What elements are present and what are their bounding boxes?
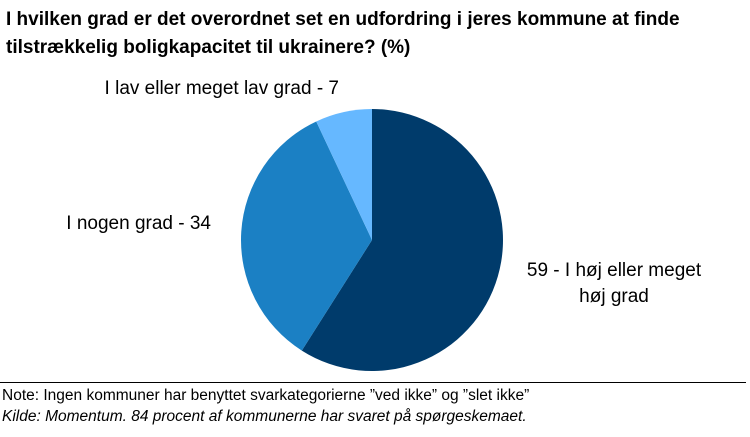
slice-label-high: 59 - I høj eller meget høj grad <box>527 260 702 307</box>
pie-slice-some <box>241 121 372 351</box>
pie-slice-high <box>301 109 504 371</box>
source-text: Kilde: Momentum. 84 procent af kommunern… <box>2 408 527 425</box>
divider <box>0 382 746 383</box>
pie-chart: 59 - I høj eller meget høj grad I nogen gr… <box>66 78 702 371</box>
note-text: Note: Ingen kommuner har benyttet svarka… <box>2 387 530 404</box>
slice-label-low: I lav eller meget lav grad - 7 <box>105 78 339 99</box>
slice-label-some: I nogen grad - 34 <box>66 213 211 234</box>
pie-slice-low <box>316 109 372 240</box>
chart-title: I hvilken grad er det overordnet set en … <box>6 9 680 58</box>
